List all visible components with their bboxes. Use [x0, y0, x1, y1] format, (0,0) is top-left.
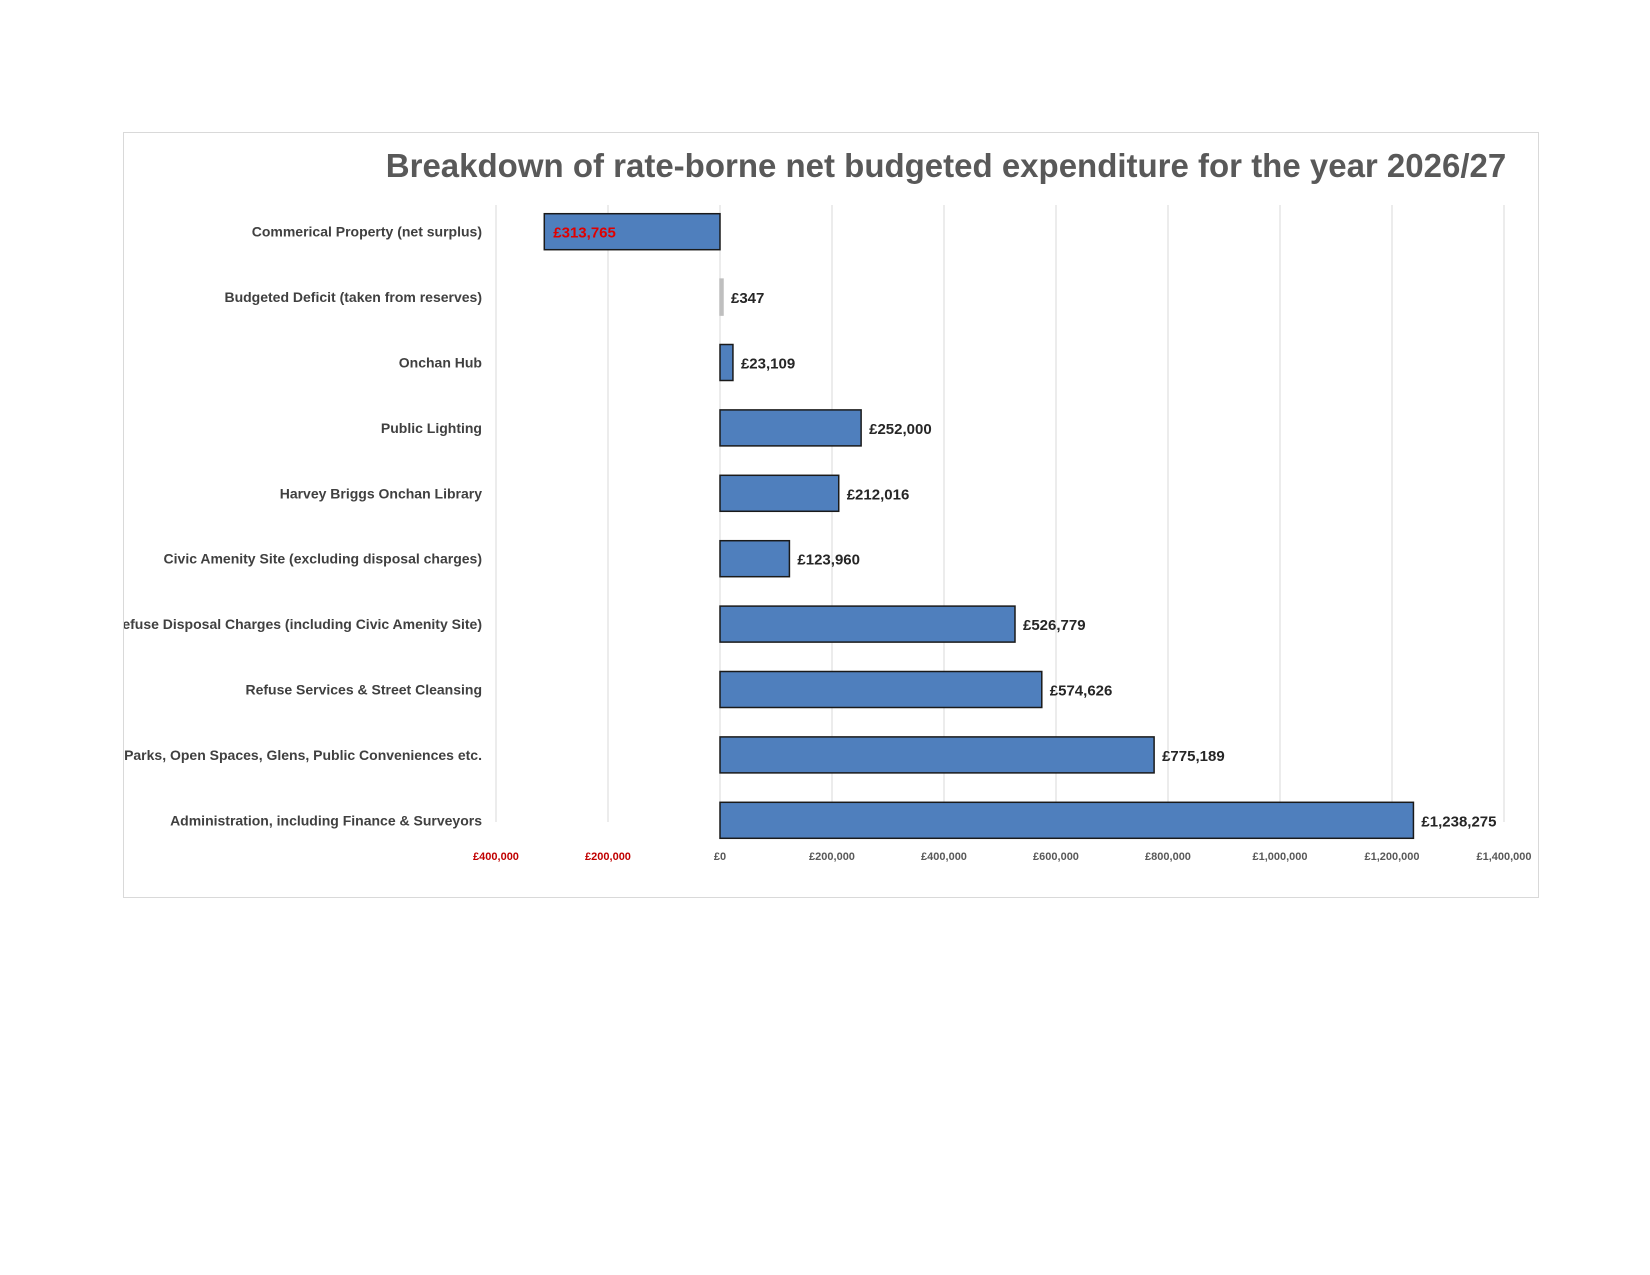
x-tick-label: £200,000 — [809, 851, 855, 863]
bar — [719, 605, 1016, 643]
chart-frame: £313,765 £347 £23,109 £252,000 £212,016 £123,… — [123, 132, 1539, 898]
category-label: Harvey Briggs Onchan Library — [280, 485, 483, 501]
category-label: Commerical Property (net surplus) — [252, 224, 482, 240]
x-tick-label: £1,000,000 — [1252, 851, 1307, 863]
x-tick-label: £0 — [714, 851, 726, 863]
category-label: Parks, Open Spaces, Glens, Public Conven… — [124, 747, 482, 763]
bar-chart: £313,765 £347 £23,109 £252,000 £212,016 £123,… — [124, 147, 1532, 863]
category-label: Onchan Hub — [399, 355, 482, 371]
bar — [719, 474, 840, 513]
x-tick-label: £800,000 — [1145, 851, 1191, 863]
x-tick-label: £1,400,000 — [1476, 851, 1531, 863]
bar — [719, 539, 791, 578]
category-label: Public Lighting — [381, 420, 482, 436]
category-label: Refuse Disposal Charges (including Civic… — [124, 616, 482, 632]
data-label: £313,765 — [553, 225, 616, 242]
bar — [719, 343, 734, 382]
x-tick-label: £400,000 — [921, 851, 967, 863]
category-label: Budgeted Deficit (taken from reserves) — [224, 289, 482, 305]
x-tick-label: £600,000 — [1033, 851, 1079, 863]
category-labels: Commerical Property (net surplus) Budgete… — [124, 224, 482, 829]
category-label: Civic Amenity Site (excluding disposal c… — [164, 551, 482, 567]
bar — [719, 409, 862, 447]
data-label: £123,960 — [797, 552, 860, 569]
data-label: £212,016 — [847, 486, 910, 503]
x-tick-label: £1,200,000 — [1364, 851, 1419, 863]
bar — [719, 736, 1155, 774]
data-label: £775,189 — [1162, 748, 1225, 765]
data-labels: £313,765 £347 £23,109 £252,000 £212,016 £123,… — [553, 225, 1496, 831]
category-label: Refuse Services & Street Cleansing — [245, 682, 482, 698]
data-label: £526,779 — [1023, 617, 1086, 634]
data-label: £574,626 — [1050, 683, 1113, 700]
data-label: £23,109 — [741, 356, 795, 373]
data-label: £1,238,275 — [1421, 813, 1496, 830]
data-label: £252,000 — [869, 421, 932, 438]
x-tick-label: £400,000 — [473, 851, 519, 863]
bar — [719, 278, 724, 316]
data-label: £347 — [731, 290, 764, 307]
x-tick-label: £200,000 — [585, 851, 631, 863]
gridlines — [495, 205, 1505, 822]
bar — [719, 670, 1043, 709]
bars — [543, 212, 1415, 840]
chart-title: Breakdown of rate-borne net budgeted exp… — [386, 147, 1506, 184]
bar — [719, 801, 1415, 840]
x-axis-ticks: £400,000 £200,000 £0 £200,000 £400,000 £600,0… — [473, 851, 1531, 863]
category-label: Administration, including Finance & Surv… — [170, 812, 482, 828]
bar — [543, 212, 721, 251]
